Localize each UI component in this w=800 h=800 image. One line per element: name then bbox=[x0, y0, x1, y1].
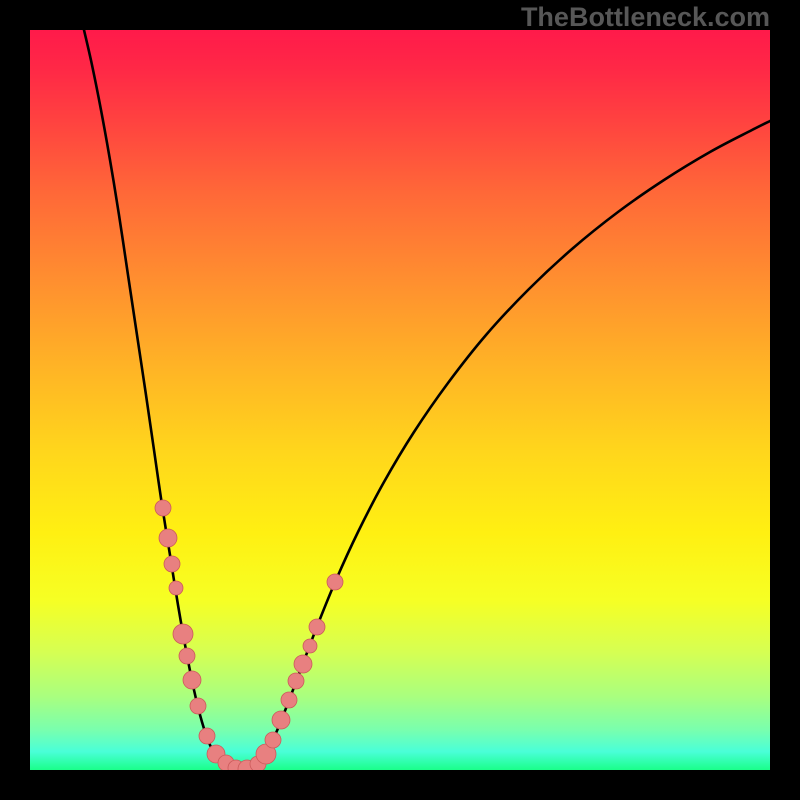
data-marker bbox=[155, 500, 171, 516]
data-marker bbox=[303, 639, 317, 653]
chart-svg bbox=[0, 0, 800, 800]
data-marker bbox=[309, 619, 325, 635]
chart-frame: TheBottleneck.com bbox=[0, 0, 800, 800]
data-marker bbox=[265, 732, 281, 748]
data-marker bbox=[183, 671, 201, 689]
data-marker bbox=[159, 529, 177, 547]
data-marker bbox=[179, 648, 195, 664]
data-marker bbox=[281, 692, 297, 708]
data-marker bbox=[272, 711, 290, 729]
data-marker bbox=[169, 581, 183, 595]
data-marker bbox=[294, 655, 312, 673]
data-marker bbox=[164, 556, 180, 572]
data-marker bbox=[199, 728, 215, 744]
data-marker bbox=[173, 624, 193, 644]
data-marker bbox=[288, 673, 304, 689]
data-marker bbox=[327, 574, 343, 590]
data-marker bbox=[190, 698, 206, 714]
